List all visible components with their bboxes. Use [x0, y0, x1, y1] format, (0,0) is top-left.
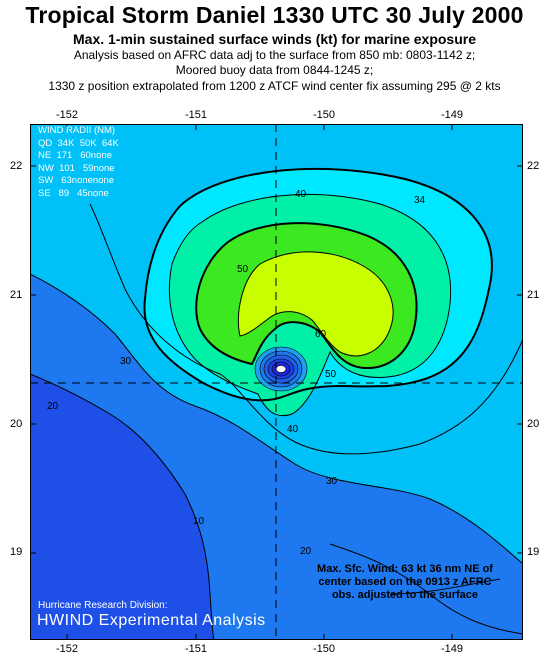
y-tick-right-21: 21 [527, 289, 540, 301]
contour-34 [143, 167, 493, 402]
y-tick-right-19: 19 [527, 546, 540, 558]
x-tick-top-149: -149 [440, 109, 464, 121]
contour-label-10: 10 [193, 516, 205, 527]
contour-label-20-west: 20 [47, 401, 59, 412]
y-tick-right-22: 22 [527, 160, 540, 172]
contour-20-sw [329, 543, 523, 635]
y-tick-right-20: 20 [527, 418, 540, 430]
wind-radii-row-se: SE 89 45none [38, 187, 109, 199]
y-tick-left-22: 22 [10, 160, 23, 172]
contour-30-se [389, 578, 501, 595]
contour-label-30-west: 30 [120, 356, 132, 367]
max-wind-line-3: obs. adjusted to the surface [331, 589, 479, 601]
contour-label-60: 60 [315, 329, 327, 340]
wind-radii-header: QD 34K 50K 64K [38, 137, 119, 149]
contour-40 [168, 193, 452, 417]
contour-label-30-south: 30 [326, 476, 338, 487]
wind-radii-table: WIND RADII (NM) QD 34K 50K 64K NE 171 60… [38, 125, 119, 200]
wind-radii-row-sw: SW 63nonenone [38, 175, 115, 186]
contour-label-50: 50 [237, 264, 249, 275]
map-title: Tropical Storm Daniel 1330 UTC 30 July 2… [25, 2, 524, 28]
contour-label-20-south: 20 [300, 546, 312, 557]
credit-division: Hurricane Research Division: [38, 600, 168, 611]
analysis-note-3: 1330 z position extrapolated from 1200 z… [48, 79, 501, 93]
wind-radii-row-nw: NW 101 59none [38, 162, 115, 174]
x-tick-top-150: -150 [312, 109, 336, 121]
y-tick-left-21: 21 [10, 289, 23, 301]
y-tick-left-20: 20 [10, 418, 23, 430]
contour-10 [30, 373, 215, 640]
contour-label-40-south: 40 [287, 424, 299, 435]
wind-radii-title: WIND RADII (NM) [38, 125, 116, 136]
x-tick-top-152: -152 [55, 109, 79, 121]
x-tick-bottom-152: -152 [55, 643, 79, 655]
contour-20 [30, 273, 523, 565]
max-wind-line-1: Max. Sfc. Wind: 63 kt 36 nm NE of [317, 563, 493, 575]
contour-label-50-east: 50 [325, 369, 337, 380]
analysis-note-1: Analysis based on AFRC data adj to the s… [73, 48, 476, 62]
credit-analysis: HWIND Experimental Analysis [37, 612, 266, 629]
x-tick-bottom-149: -149 [440, 643, 464, 655]
contour-label-34: 34 [414, 195, 426, 206]
band-10 [30, 374, 214, 640]
wind-field-map: 34 40 50 60 30 20 10 40 50 30 20 [30, 124, 523, 640]
contour-30 [89, 203, 523, 455]
y-tick-left-19: 19 [10, 546, 23, 558]
max-wind-line-2: center based on the 0913 z AFRC [318, 576, 492, 588]
contour-label-40: 40 [295, 189, 307, 200]
contour-60 [237, 251, 394, 357]
max-wind-note: Max. Sfc. Wind: 63 kt 36 nm NE of center… [297, 563, 513, 602]
x-tick-bottom-151: -151 [184, 643, 208, 655]
analysis-note-2: Moored buoy data from 0844-1245 z; [175, 63, 374, 77]
band-60 [238, 251, 394, 356]
x-tick-bottom-150: -150 [312, 643, 336, 655]
contour-50 [195, 222, 418, 370]
storm-core [254, 346, 308, 392]
x-tick-top-151: -151 [184, 109, 208, 121]
map-subtitle: Max. 1-min sustained surface winds (kt) … [73, 31, 476, 47]
wind-radii-row-ne: NE 171 60none [38, 150, 112, 161]
